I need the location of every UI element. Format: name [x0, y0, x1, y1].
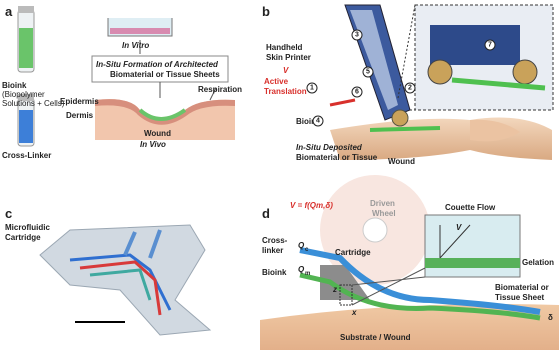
panel-a-art — [17, 6, 235, 147]
callout-circle — [351, 29, 363, 41]
wheel-label: Driven — [370, 199, 395, 208]
dish-sheet — [110, 28, 170, 34]
bioink-label: (Biopolymer — [2, 90, 45, 99]
inset-wheel — [512, 59, 538, 85]
bioink-flow — [299, 272, 541, 321]
panel-c-art — [39, 224, 212, 336]
deposit — [369, 126, 441, 132]
translation-label: Translation — [264, 87, 307, 96]
callout-number: 3 — [355, 32, 359, 39]
delta-label: δ — [548, 313, 553, 322]
callout-number: 7 — [488, 42, 492, 49]
callout-number: 6 — [355, 89, 359, 96]
gelation-layer — [425, 258, 520, 268]
callout-number: 5 — [366, 69, 370, 76]
bioink-label: Bioink — [296, 117, 321, 126]
deposited-label: In-Situ Deposited — [296, 143, 363, 152]
formation: Biomaterial or Tissue Sheets — [110, 70, 220, 79]
cartridge — [320, 265, 370, 300]
inset-body — [430, 25, 520, 65]
tubing — [123, 229, 162, 259]
printed-sheet — [138, 108, 187, 121]
wound-label: Wound — [144, 129, 171, 138]
substrate — [260, 304, 559, 350]
cartridge-body — [39, 224, 212, 336]
tube-cap — [18, 6, 34, 13]
velocity-arrow — [329, 98, 356, 107]
cartridge-label: Cartridge — [5, 233, 41, 242]
wheel-hub — [362, 217, 388, 243]
callout-circle — [362, 66, 374, 78]
inset-deposit — [451, 77, 546, 91]
arrows — [139, 40, 161, 98]
epidermis-layer — [95, 99, 235, 125]
qc: Q — [298, 241, 305, 250]
callout-circle — [351, 86, 363, 98]
callout-circle — [306, 82, 318, 94]
panel-d-art — [260, 175, 559, 350]
respiration-arrow — [209, 87, 217, 101]
v-label: V — [283, 66, 289, 75]
respiration-label: Respiration — [198, 85, 242, 94]
callout-circle — [404, 82, 416, 94]
crosslinker-fill — [19, 110, 33, 143]
channel — [89, 268, 152, 301]
qm-sub: m — [305, 271, 310, 277]
sheet-label: Tissue Sheet — [495, 293, 545, 302]
qc-sub: c — [305, 247, 309, 253]
couette-label: Couette Flow — [445, 203, 496, 212]
formation: In-Situ Formation of Architected — [96, 60, 219, 69]
callout-number: 4 — [316, 118, 320, 125]
wound-label: Wound — [388, 157, 415, 166]
callouts: 1 2 3 4 5 6 7 — [306, 29, 496, 127]
zoom-lines — [397, 4, 416, 111]
sheet-label: Biomaterial or — [495, 283, 549, 292]
panel-label: c — [5, 206, 12, 221]
in-vivo: In Vivo — [140, 140, 166, 149]
v-label: V — [456, 223, 462, 232]
callout-circle — [484, 39, 496, 51]
formation-box — [91, 55, 229, 83]
cartridge-label: Microfluidic — [5, 223, 50, 232]
channel — [79, 260, 162, 316]
epidermis-label: Epidermis — [60, 97, 99, 106]
x-label: x — [351, 308, 357, 317]
zoom-lines — [351, 267, 426, 306]
bioink-label: Solutions + Cells) — [2, 99, 65, 108]
bioink-fill — [19, 28, 33, 68]
printer-label: Handheld — [266, 43, 303, 52]
inset-wheel — [427, 59, 453, 85]
bioink-label: Bioink — [262, 268, 287, 277]
panel-b-art — [329, 4, 554, 160]
panel-label: d — [262, 206, 270, 221]
cartridge-label: Cartridge — [335, 248, 371, 257]
zoom-box — [339, 284, 353, 306]
crosslinker-label: Cross-Linker — [2, 151, 51, 160]
dermis-label: Dermis — [66, 111, 94, 120]
crosslinker-label: Cross- — [262, 236, 288, 245]
panel-label: b — [262, 4, 270, 19]
gelation-label: Gelation — [522, 258, 554, 267]
deposited-label: Biomaterial or Tissue — [296, 153, 378, 162]
velocity-eq: V = f(Qm,δ) — [290, 201, 333, 210]
tube-cap — [18, 94, 34, 101]
channel — [69, 253, 172, 311]
translation-label: Active — [264, 77, 289, 86]
crosslinker-label: linker — [262, 246, 283, 255]
substrate-label: Substrate / Wound — [340, 333, 411, 342]
panel-label: a — [5, 4, 13, 19]
wheel — [391, 109, 409, 127]
callout-number: 1 — [310, 85, 314, 92]
callout-number: 2 — [408, 85, 412, 92]
qm: Q — [298, 265, 305, 274]
wheel-label: Wheel — [372, 209, 396, 218]
in-vitro: In Vitro — [122, 41, 149, 50]
z-label: z — [332, 285, 337, 294]
callout-circle — [312, 115, 324, 127]
crosslinker-flow — [299, 247, 541, 315]
printer-label: Skin Printer — [266, 53, 311, 62]
bioink-label: Bioink — [2, 81, 27, 90]
hand — [470, 119, 520, 142]
